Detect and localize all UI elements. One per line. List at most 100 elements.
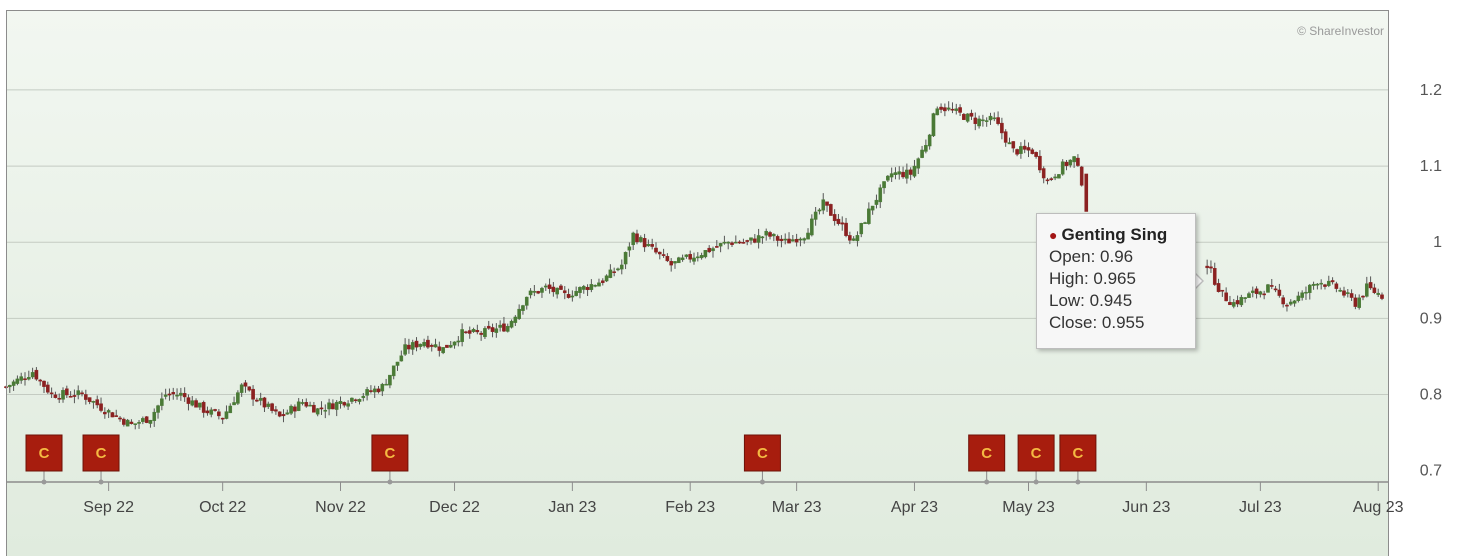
marker-label: C <box>757 445 768 462</box>
candle-body <box>635 233 639 243</box>
candle-body <box>1364 283 1369 297</box>
candle-body <box>1376 292 1380 295</box>
corporate-action-marker[interactable]: C <box>25 434 63 485</box>
candle-body <box>448 344 453 348</box>
candle-body <box>509 320 514 328</box>
candle-body <box>912 165 917 177</box>
candle-body <box>353 399 358 402</box>
candle-body <box>589 284 594 290</box>
marker-pin <box>984 479 990 485</box>
candle-body <box>220 417 225 420</box>
candle-body <box>1000 122 1004 134</box>
candle-body <box>783 238 788 241</box>
candle-body <box>574 290 578 296</box>
candle-body <box>1285 304 1289 307</box>
candle-body <box>391 365 396 377</box>
marker-label: C <box>1031 445 1042 462</box>
candle-body <box>654 247 658 253</box>
candle-body <box>996 117 1000 124</box>
candle-body <box>646 244 651 247</box>
series-dot-icon: ● <box>1049 227 1058 243</box>
candle-body <box>167 393 172 396</box>
candle-body <box>80 392 84 395</box>
candle-body <box>1205 265 1209 269</box>
candle-body <box>680 257 685 261</box>
candle-body <box>228 405 233 414</box>
candle-body <box>1326 280 1331 286</box>
candle-body <box>688 254 692 260</box>
candle-body <box>924 145 928 152</box>
x-tick-label: Nov 22 <box>315 499 366 516</box>
candle-body <box>726 241 731 244</box>
corporate-action-marker[interactable]: C <box>743 434 781 485</box>
candle-body <box>38 379 43 382</box>
tooltip-close: Close: 0.955 <box>1049 313 1145 332</box>
candle-body <box>1003 131 1008 143</box>
candle-body <box>1235 300 1240 305</box>
candle-body <box>1084 173 1089 212</box>
corporate-action-marker[interactable]: C <box>1059 434 1097 485</box>
candle-body <box>498 324 502 328</box>
x-tick-label: May 23 <box>1002 499 1055 516</box>
candle-body <box>418 343 423 347</box>
candle-body <box>810 218 814 236</box>
candle-body <box>543 285 548 288</box>
marker-box <box>1059 434 1097 472</box>
candle-body <box>547 284 552 289</box>
candle-body <box>84 394 88 400</box>
corporate-action-marker[interactable]: C <box>371 434 409 485</box>
x-tick-label: Dec 22 <box>429 499 480 516</box>
candle-body <box>1019 146 1023 154</box>
candle-body <box>901 171 905 178</box>
marker-pin <box>759 479 765 485</box>
y-tick-label: 0.7 <box>1420 463 1442 480</box>
candle-body <box>46 384 50 393</box>
candle-body <box>581 286 586 290</box>
corporate-action-marker[interactable]: C <box>1017 434 1055 485</box>
candle-body <box>1300 292 1304 298</box>
marker-label: C <box>1072 445 1083 462</box>
candle-body <box>505 326 510 332</box>
candle-body <box>1064 161 1069 167</box>
corporate-action-marker[interactable]: C <box>968 434 1006 485</box>
candle-body <box>1057 174 1061 179</box>
candle-body <box>125 419 130 427</box>
corporate-action-marker[interactable]: C <box>82 434 120 485</box>
candle-body <box>122 418 126 425</box>
marker-box <box>82 434 120 472</box>
candle-body <box>741 242 746 244</box>
candle-body <box>1342 290 1346 296</box>
x-tick-label: Feb 23 <box>665 499 715 516</box>
candle-body <box>665 255 670 262</box>
candle-body <box>734 241 738 244</box>
candle-body <box>532 291 537 293</box>
candle-body <box>1319 282 1323 285</box>
candle-body <box>859 223 864 235</box>
candle-body <box>1022 145 1027 150</box>
candle-body <box>1015 149 1019 155</box>
marker-box <box>968 434 1006 472</box>
tooltip-open: Open: 0.96 <box>1049 247 1134 266</box>
candle-body <box>1011 141 1016 149</box>
candle-body <box>973 117 978 124</box>
candle-body <box>255 399 259 402</box>
tooltip-high: High: 0.965 <box>1049 269 1136 288</box>
candle-body <box>141 418 145 422</box>
candle-body <box>95 399 100 406</box>
candle-body <box>977 118 981 127</box>
candle-body <box>772 233 776 237</box>
candle-body <box>1266 284 1270 293</box>
candle-body <box>745 240 750 242</box>
candle-body <box>844 222 848 236</box>
marker-pin <box>387 479 393 485</box>
candle-body <box>1380 294 1384 299</box>
candle-body <box>787 238 791 244</box>
candle-body <box>764 230 769 236</box>
candle-body <box>730 242 734 245</box>
candle-body <box>1277 289 1282 296</box>
candle-body <box>893 172 898 175</box>
candle-body <box>1349 293 1354 298</box>
candle-body <box>851 238 856 241</box>
candle-body <box>806 232 810 240</box>
candle-body <box>1030 149 1035 154</box>
